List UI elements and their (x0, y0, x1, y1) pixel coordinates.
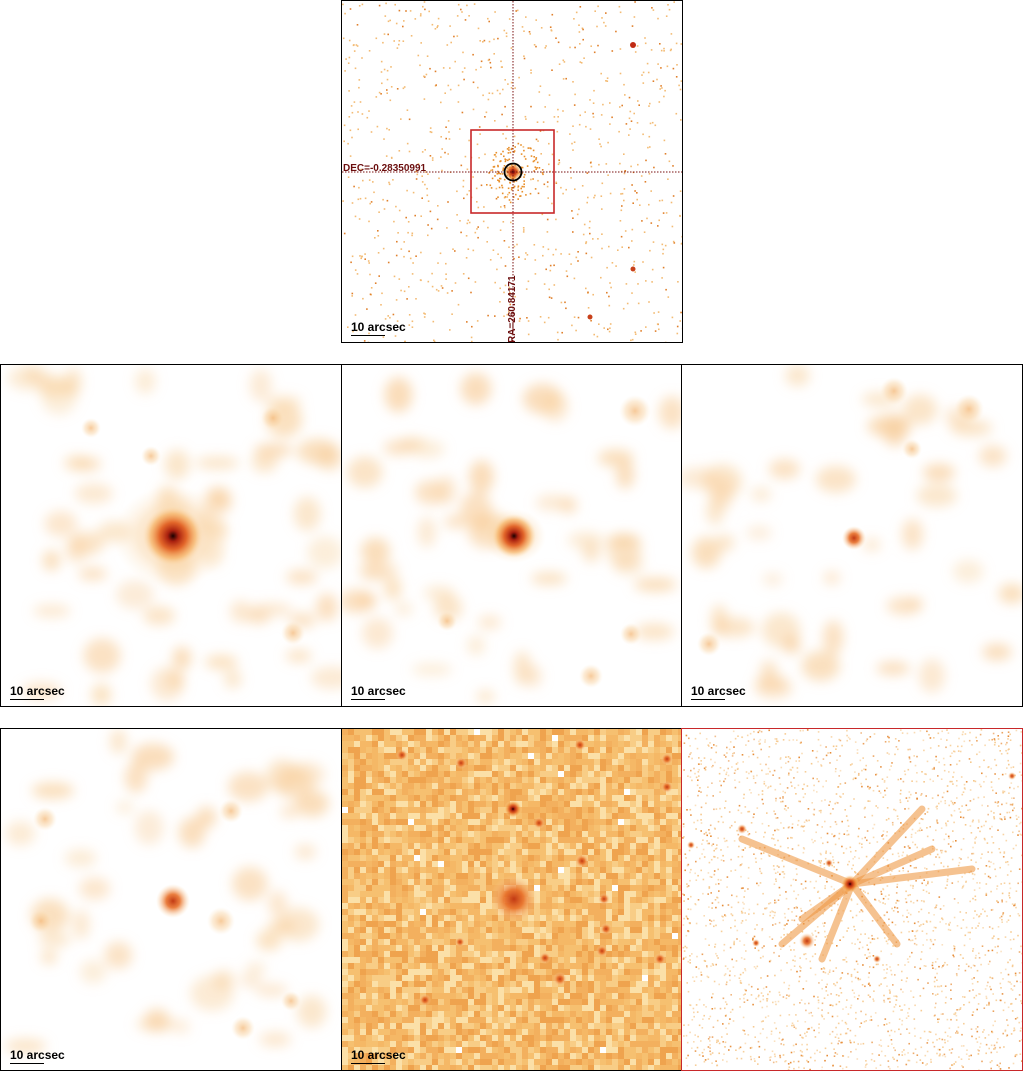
smoothed-image (7, 365, 341, 706)
optical-image (342, 729, 682, 1070)
scale-bar: 10 arcsec (351, 685, 406, 700)
scale-bar: 10 arcsec (691, 685, 746, 700)
scale-bar-label: 10 arcsec (351, 684, 406, 698)
scale-bar-label: 10 arcsec (351, 320, 406, 334)
scale-bar-line (351, 699, 385, 700)
row3-mid-panel: 10 arcsec (341, 728, 683, 1071)
scale-bar: 10 arcsec (351, 1049, 406, 1064)
scale-bar-label: 10 arcsec (10, 684, 65, 698)
row3-right-panel (681, 728, 1023, 1071)
overview-image (342, 1, 682, 342)
scale-bar-label: 10 arcsec (351, 1048, 406, 1062)
dec-coordinate-label: DEC=-0.28350991 (343, 163, 427, 174)
scale-bar-label: 10 arcsec (10, 1048, 65, 1062)
scale-bar: 10 arcsec (10, 1049, 65, 1064)
row2-mid-panel: 10 arcsec (341, 364, 683, 707)
ra-coordinate-label: RA=260.84171 (507, 275, 518, 343)
scale-bar-line (10, 699, 44, 700)
smoothed-image (4, 729, 329, 1054)
row2-right-panel: 10 arcsec (681, 364, 1023, 707)
row2-left-panel: 10 arcsec (0, 364, 342, 707)
smoothed-image (342, 372, 682, 703)
scale-bar: 10 arcsec (351, 321, 406, 336)
row3-left-panel: 10 arcsec (0, 728, 342, 1071)
scale-bar-line (351, 335, 385, 336)
scale-bar-line (351, 1063, 385, 1064)
scale-bar-line (10, 1063, 44, 1064)
scale-bar-line (691, 699, 725, 700)
scale-bar: 10 arcsec (10, 685, 65, 700)
high-resolution-image (682, 729, 1022, 1070)
scale-bar-label: 10 arcsec (691, 684, 746, 698)
overview-panel: DEC=-0.28350991 RA=260.84171 10 arcsec (341, 0, 683, 343)
smoothed-image (682, 365, 1022, 699)
